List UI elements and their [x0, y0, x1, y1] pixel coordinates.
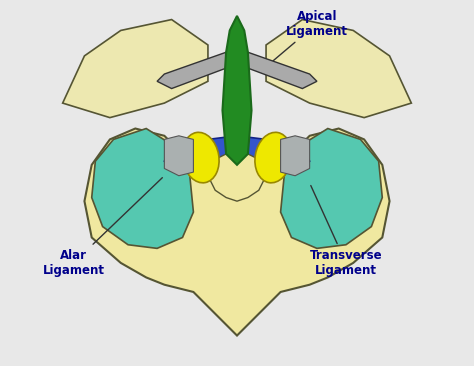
Polygon shape [91, 128, 193, 249]
Polygon shape [164, 136, 193, 176]
Polygon shape [222, 16, 252, 165]
Polygon shape [281, 128, 383, 249]
Text: Transverse
Ligament: Transverse Ligament [310, 186, 382, 277]
Polygon shape [208, 154, 266, 201]
Text: Apical
Ligament: Apical Ligament [268, 10, 348, 65]
Polygon shape [237, 45, 317, 89]
Polygon shape [281, 136, 310, 176]
Polygon shape [266, 19, 411, 117]
Polygon shape [84, 128, 390, 336]
Polygon shape [157, 45, 237, 89]
Ellipse shape [255, 132, 292, 183]
Ellipse shape [182, 132, 219, 183]
Text: Alar
Ligament: Alar Ligament [43, 178, 163, 277]
Polygon shape [164, 136, 310, 172]
Polygon shape [63, 19, 208, 117]
